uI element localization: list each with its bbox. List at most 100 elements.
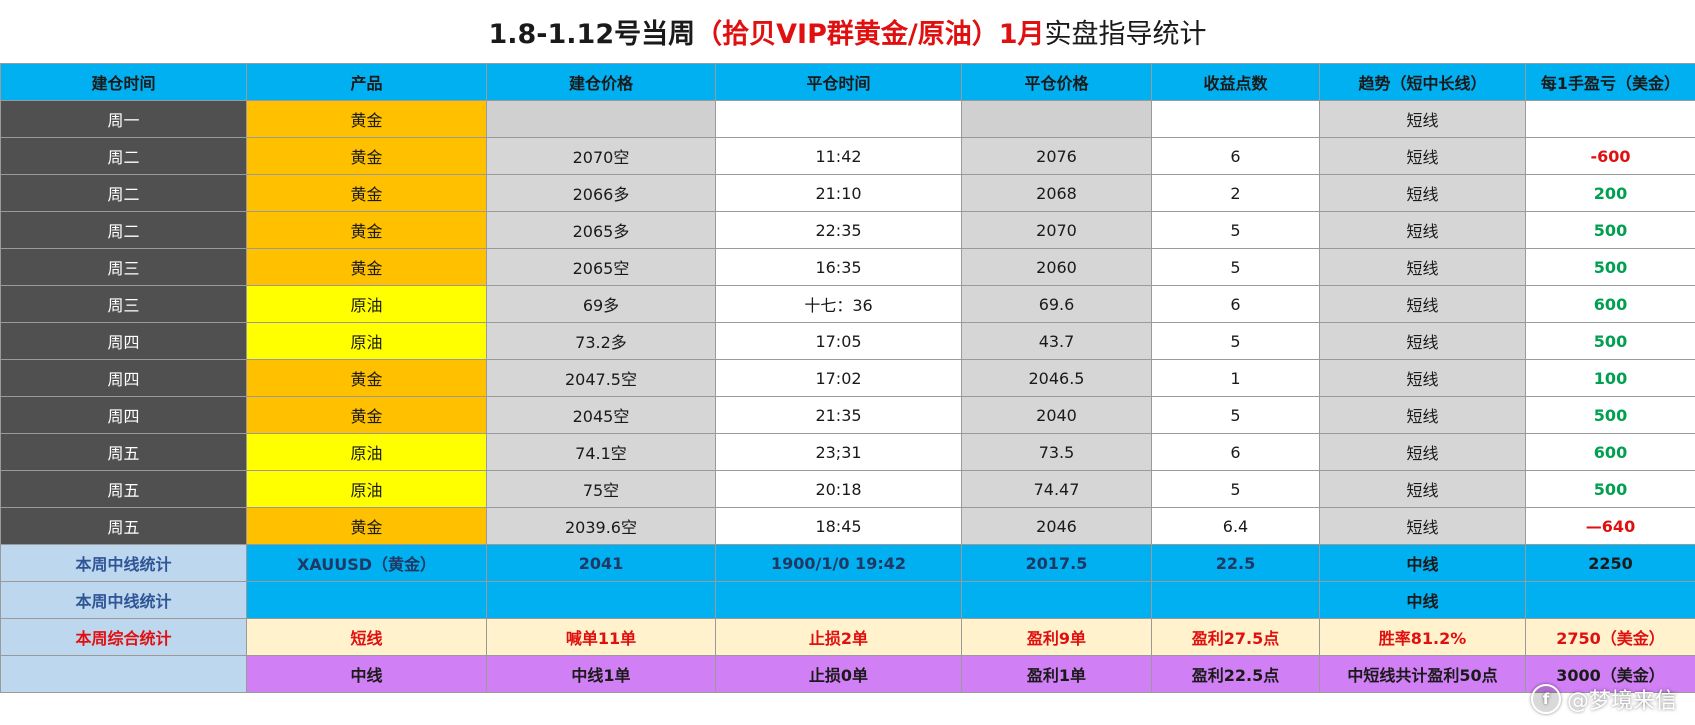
- trade-stats-table: 建仓时间 产品 建仓价格 平仓时间 平仓价格 收益点数 趋势（短中长线） 每1手…: [0, 63, 1695, 693]
- cell-close-price: 2068: [961, 174, 1152, 212]
- header-product: 产品: [246, 63, 487, 101]
- mid-overall-points: 盈利22.5点: [1151, 655, 1320, 693]
- table-row: 周四 黄金 2045空 21:35 2040 5 短线 500: [0, 396, 1695, 434]
- summary-row-mid-overall: 中线 中线1单 止损0单 盈利1单 盈利22.5点 中短线共计盈利50点 300…: [0, 655, 1695, 693]
- cell-close-price: 2046: [961, 507, 1152, 545]
- cell-day: 周三: [0, 248, 247, 286]
- cell-day: 周二: [0, 174, 247, 212]
- cell-trend: 短线: [1319, 248, 1526, 286]
- cell-pnl: 600: [1525, 285, 1695, 323]
- cell-trend: 短线: [1319, 359, 1526, 397]
- cell-open-price: 74.1空: [486, 433, 716, 471]
- overall-stops: 止损2单: [715, 618, 962, 656]
- table-row: 周五 原油 75空 20:18 74.47 5 短线 500: [0, 470, 1695, 508]
- cell-product: 黄金: [246, 174, 487, 212]
- cell-open-price: 75空: [486, 470, 716, 508]
- cell-product: 原油: [246, 322, 487, 360]
- cell-points: 6.4: [1151, 507, 1320, 545]
- cell-day: 周四: [0, 396, 247, 434]
- overall-pnl: 2750（美金）: [1525, 618, 1695, 656]
- cell-points: 2: [1151, 174, 1320, 212]
- summary-open-price: 2041: [486, 544, 716, 582]
- cell-close-price: [961, 100, 1152, 138]
- cell-open-price: 2065多: [486, 211, 716, 249]
- cell-trend: 短线: [1319, 507, 1526, 545]
- overall-type: 短线: [246, 618, 487, 656]
- cell-trend: 短线: [1319, 211, 1526, 249]
- cell-close-price: 2046.5: [961, 359, 1152, 397]
- header-trend: 趋势（短中长线）: [1319, 63, 1526, 101]
- table-row: 周二 黄金 2065多 22:35 2070 5 短线 500: [0, 211, 1695, 249]
- summary-product: XAUUSD（黄金）: [246, 544, 487, 582]
- cell-close-price: 2040: [961, 396, 1152, 434]
- title-date-range: 1.8-1.12号当周: [488, 18, 696, 50]
- cell-close-price: 74.47: [961, 470, 1152, 508]
- summary-row-mid-2: 本周中线统计 中线: [0, 581, 1695, 619]
- table-row: 周五 黄金 2039.6空 18:45 2046 6.4 短线 —640: [0, 507, 1695, 545]
- mid-overall-wins: 盈利1单: [961, 655, 1152, 693]
- cell-pnl: 200: [1525, 174, 1695, 212]
- summary-close-time: 1900/1/0 19:42: [715, 544, 962, 582]
- cell-trend: 短线: [1319, 285, 1526, 323]
- cell-close-time: 20:18: [715, 470, 962, 508]
- cell-close-price: 43.7: [961, 322, 1152, 360]
- cell-points: 6: [1151, 433, 1320, 471]
- cell-close-time: 21:10: [715, 174, 962, 212]
- page-title: 1.8-1.12号当周 （拾贝VIP群黄金/原油）1月 实盘指导统计: [0, 0, 1695, 62]
- summary-close-price: 2017.5: [961, 544, 1152, 582]
- cell-day: 周二: [0, 211, 247, 249]
- cell-open-price: 2039.6空: [486, 507, 716, 545]
- table-row: 周四 黄金 2047.5空 17:02 2046.5 1 短线 100: [0, 359, 1695, 397]
- cell-points: 5: [1151, 470, 1320, 508]
- cell-trend: 短线: [1319, 137, 1526, 175]
- cell-close-price: 2070: [961, 211, 1152, 249]
- watermark-text: @梦境来信: [1566, 689, 1677, 714]
- cell-points: 6: [1151, 137, 1320, 175]
- summary-cell: [961, 581, 1152, 619]
- summary-label: 本周中线统计: [0, 544, 247, 582]
- cell-close-time: 11:42: [715, 137, 962, 175]
- summary-row-mid-1: 本周中线统计 XAUUSD（黄金） 2041 1900/1/0 19:42 20…: [0, 544, 1695, 582]
- cell-product: 原油: [246, 285, 487, 323]
- cell-close-time: 17:02: [715, 359, 962, 397]
- header-close-time: 平仓时间: [715, 63, 962, 101]
- cell-open-price: 2047.5空: [486, 359, 716, 397]
- summary-label: [0, 655, 247, 693]
- cell-close-time: 22:35: [715, 211, 962, 249]
- header-open-price: 建仓价格: [486, 63, 716, 101]
- title-group-name: （拾贝VIP群黄金/原油）1月: [695, 18, 1045, 50]
- table-row: 周四 原油 73.2多 17:05 43.7 5 短线 500: [0, 322, 1695, 360]
- summary-cell: [246, 581, 487, 619]
- cell-product: 黄金: [246, 359, 487, 397]
- summary-label: 本周中线统计: [0, 581, 247, 619]
- cell-pnl: 500: [1525, 470, 1695, 508]
- cell-close-price: 73.5: [961, 433, 1152, 471]
- cell-pnl: 500: [1525, 248, 1695, 286]
- cell-trend: 短线: [1319, 433, 1526, 471]
- cell-open-price: 2065空: [486, 248, 716, 286]
- cell-open-price: 2045空: [486, 396, 716, 434]
- table-row: 周三 原油 69多 十七：36 69.6 6 短线 600: [0, 285, 1695, 323]
- cell-close-time: 18:45: [715, 507, 962, 545]
- cell-day: 周二: [0, 137, 247, 175]
- summary-cell: [715, 581, 962, 619]
- cell-pnl: 600: [1525, 433, 1695, 471]
- cell-trend: 短线: [1319, 322, 1526, 360]
- summary-label: 本周综合统计: [0, 618, 247, 656]
- mid-overall-total: 中短线共计盈利50点: [1319, 655, 1526, 693]
- cell-close-time: [715, 100, 962, 138]
- cell-close-time: 17:05: [715, 322, 962, 360]
- cell-pnl: [1525, 100, 1695, 138]
- cell-product: 原油: [246, 433, 487, 471]
- cell-pnl: 500: [1525, 322, 1695, 360]
- cell-pnl: 500: [1525, 211, 1695, 249]
- cell-product: 原油: [246, 470, 487, 508]
- cell-product: 黄金: [246, 396, 487, 434]
- cell-open-price: 73.2多: [486, 322, 716, 360]
- table-row: 周二 黄金 2066多 21:10 2068 2 短线 200: [0, 174, 1695, 212]
- cell-close-time: 23;31: [715, 433, 962, 471]
- summary-trend: 中线: [1319, 581, 1526, 619]
- mid-overall-calls: 中线1单: [486, 655, 716, 693]
- cell-close-price: 2076: [961, 137, 1152, 175]
- cell-open-price: 69多: [486, 285, 716, 323]
